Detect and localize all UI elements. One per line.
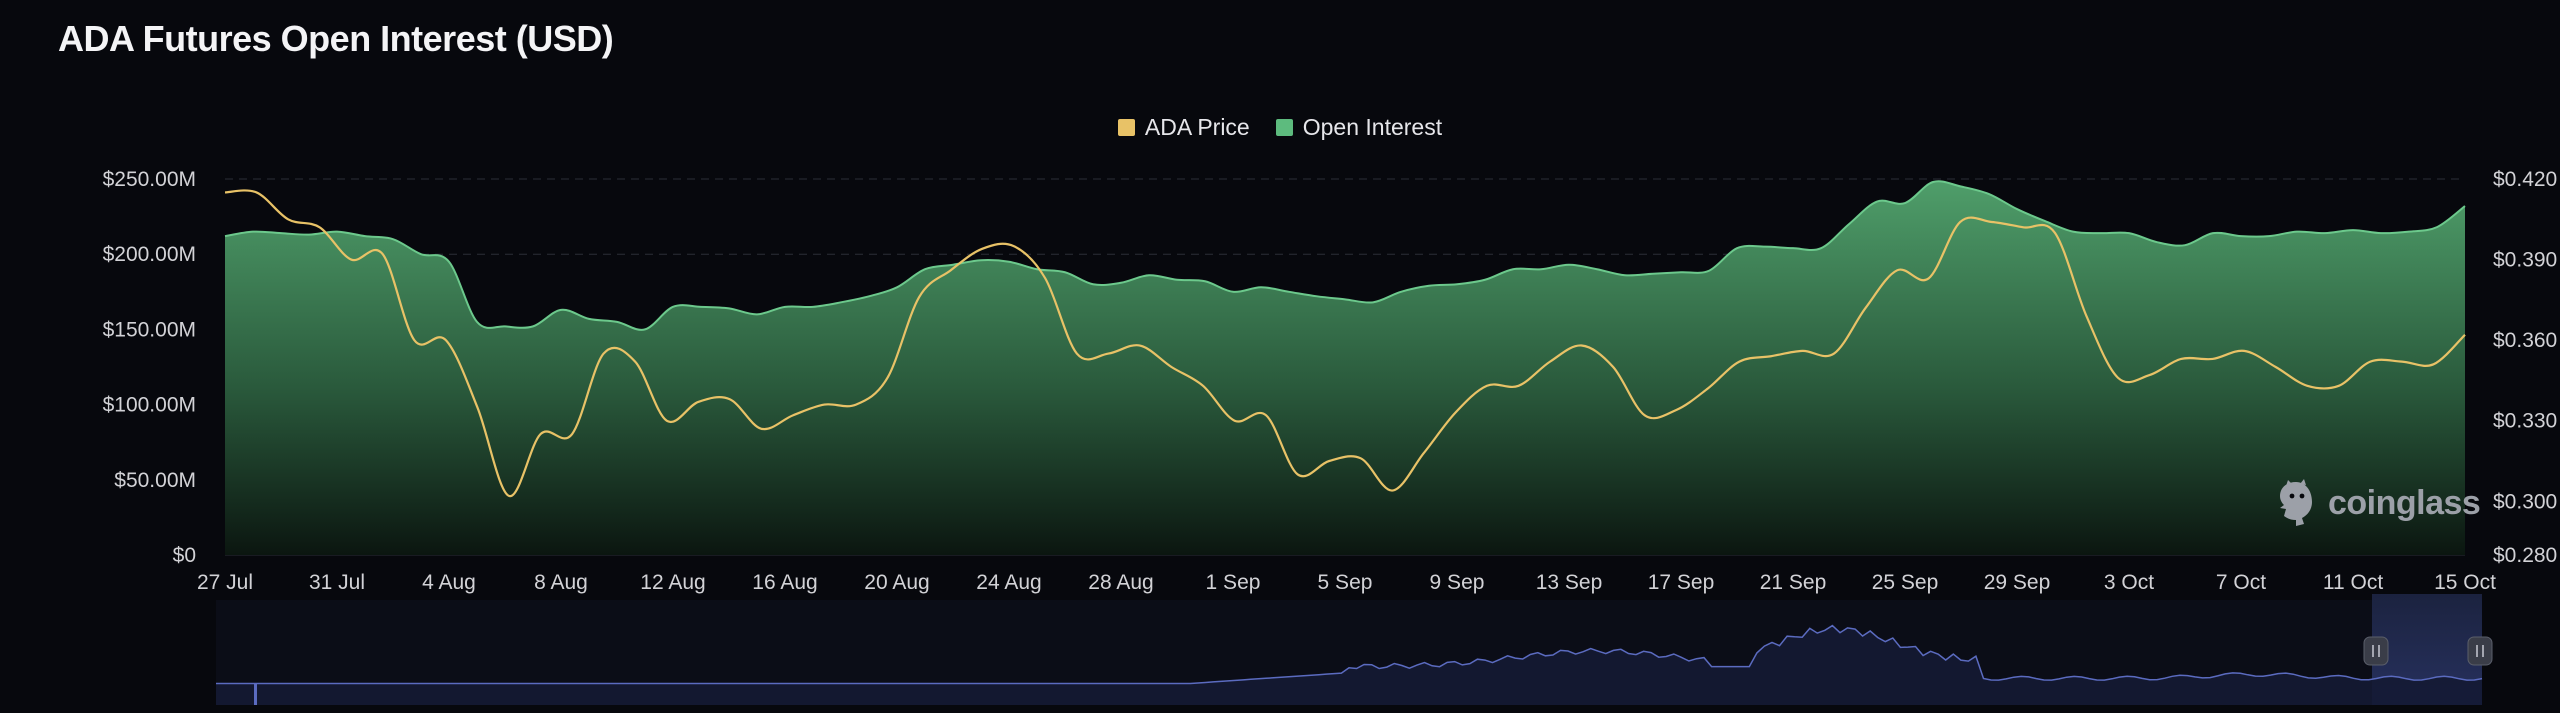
coinglass-watermark: coinglass bbox=[2274, 478, 2481, 528]
legend-swatch-open-interest bbox=[1275, 118, 1293, 136]
x-tick-label: 3 Oct bbox=[2104, 571, 2154, 594]
x-tick-label: 17 Sep bbox=[1648, 571, 1715, 594]
legend-item-price[interactable]: ADA Price bbox=[1117, 113, 1250, 141]
x-tick-label: 5 Sep bbox=[1318, 571, 1373, 594]
x-tick-label: 15 Oct bbox=[2434, 571, 2496, 594]
y-right-tick-label: $0.280 bbox=[2493, 544, 2557, 567]
open-interest-line bbox=[224, 180, 2466, 331]
x-tick-label: 28 Aug bbox=[1088, 571, 1153, 594]
x-tick-label: 25 Sep bbox=[1872, 571, 1939, 594]
x-tick-label: 31 Jul bbox=[309, 571, 365, 594]
x-tick-label: 20 Aug bbox=[864, 571, 929, 594]
x-tick-label: 16 Aug bbox=[752, 571, 817, 594]
y-left-tick-label: $0 bbox=[173, 544, 196, 567]
price-line bbox=[224, 189, 2466, 498]
y-right-tick-label: $0.300 bbox=[2493, 490, 2557, 513]
x-tick-label: 8 Aug bbox=[534, 571, 588, 594]
navigator-line bbox=[216, 624, 2483, 685]
navigator-handle-right[interactable] bbox=[2467, 636, 2493, 666]
x-tick-label: 7 Oct bbox=[2216, 571, 2266, 594]
navigator-marker bbox=[254, 684, 257, 705]
navigator-area bbox=[216, 625, 2482, 705]
open-interest-area-layer bbox=[224, 180, 2466, 555]
legend-label-price: ADA Price bbox=[1144, 113, 1250, 140]
navigator-handle-left[interactable] bbox=[2363, 636, 2389, 666]
handle-body[interactable] bbox=[2363, 636, 2389, 666]
x-tick-label: 12 Aug bbox=[640, 571, 705, 594]
x-axis: 27 Jul 31 Jul 4 Aug 8 Aug 12 Aug 16 Aug 20 Aug… bbox=[197, 571, 2496, 594]
y-right-tick-label: $0.420 bbox=[2493, 168, 2557, 191]
x-tick-label: 9 Sep bbox=[1430, 571, 1485, 594]
x-tick-label: 11 Oct bbox=[2323, 571, 2383, 594]
y-axis-left: $0 $50.00M $100.00M $150.00M $200.00M $250.00… bbox=[103, 168, 196, 567]
y-left-tick-label: $200.00M bbox=[103, 243, 196, 266]
brand-name: coinglass bbox=[2328, 483, 2481, 522]
handle-body[interactable] bbox=[2467, 636, 2493, 666]
y-left-tick-label: $100.00M bbox=[103, 394, 196, 417]
y-left-tick-label: $50.00M bbox=[114, 469, 196, 492]
y-left-tick-label: $250.00M bbox=[103, 168, 196, 191]
legend-swatch-price bbox=[1117, 118, 1135, 136]
chart-legend: ADA Price Open Interest bbox=[0, 112, 2560, 142]
chart-title: ADA Futures Open Interest (USD) bbox=[58, 18, 614, 59]
x-tick-label: 21 Sep bbox=[1760, 571, 1827, 594]
y-right-tick-label: $0.330 bbox=[2493, 410, 2557, 433]
y-axis-right: $0.280 $0.300 $0.330 $0.360 $0.390 $0.420 bbox=[2493, 168, 2557, 567]
open-interest-area bbox=[225, 181, 2465, 555]
x-tick-label: 27 Jul bbox=[197, 571, 253, 594]
range-navigator[interactable] bbox=[216, 594, 2493, 705]
price-line-layer bbox=[224, 189, 2466, 498]
y-right-tick-label: $0.390 bbox=[2493, 249, 2557, 272]
legend-label-open-interest: Open Interest bbox=[1302, 113, 1443, 140]
x-tick-label: 29 Sep bbox=[1984, 571, 2051, 594]
x-tick-label: 4 Aug bbox=[422, 571, 476, 594]
x-tick-label: 13 Sep bbox=[1536, 571, 1603, 594]
legend-item-open-interest[interactable]: Open Interest bbox=[1275, 113, 1443, 141]
y-left-tick-label: $150.00M bbox=[103, 318, 196, 341]
coinglass-logo-icon bbox=[2280, 479, 2312, 526]
x-tick-label: 24 Aug bbox=[976, 571, 1041, 594]
y-right-tick-label: $0.360 bbox=[2493, 329, 2557, 352]
x-tick-label: 1 Sep bbox=[1206, 571, 1261, 594]
